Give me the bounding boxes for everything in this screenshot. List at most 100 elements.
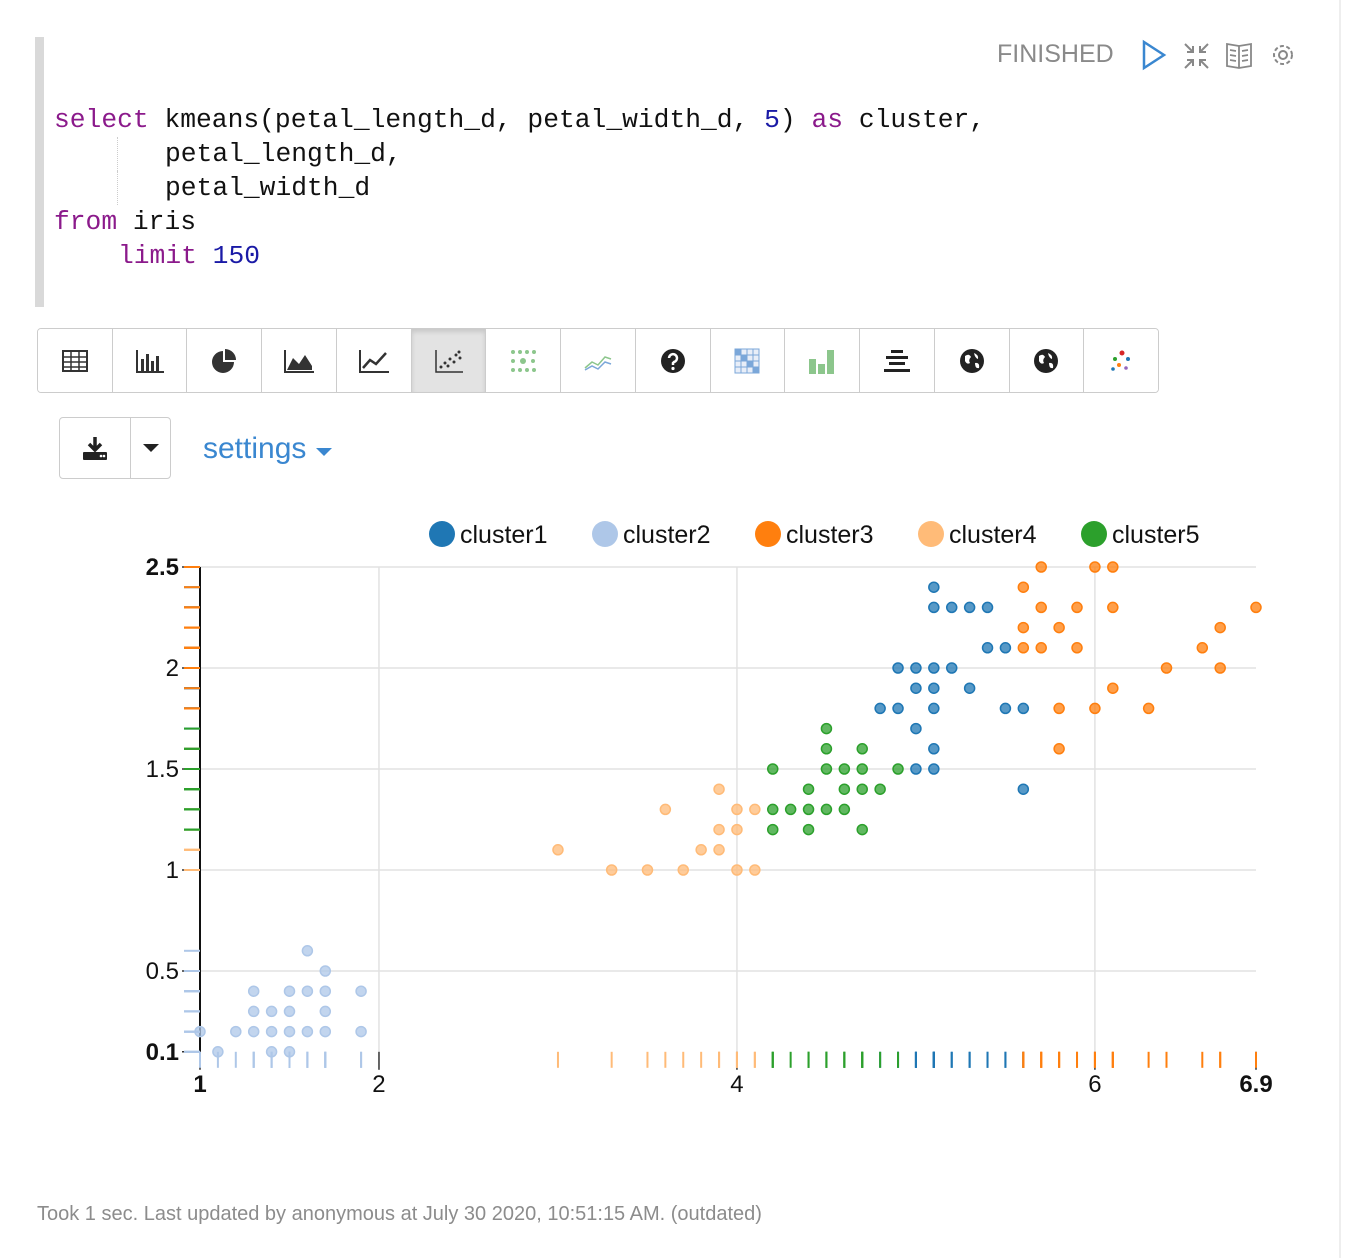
multi-line-button[interactable]: [561, 329, 636, 392]
legend-label: cluster5: [1112, 521, 1200, 549]
collapse-button[interactable]: [1184, 43, 1209, 69]
code-line: limit 150: [54, 239, 985, 273]
map-button[interactable]: [934, 329, 1010, 392]
pie-chart-button[interactable]: [187, 329, 263, 392]
map2-button[interactable]: [1009, 329, 1085, 392]
x-tick-label: 4: [730, 1071, 743, 1098]
legend-label: cluster2: [623, 521, 711, 549]
code-line: petal_length_d,: [117, 137, 985, 171]
settings-toggle[interactable]: settings: [203, 432, 333, 466]
y-tick-label: 2.5: [146, 554, 179, 581]
point: [910, 722, 922, 735]
help-button[interactable]: [635, 329, 711, 392]
paragraph-controls: [1142, 39, 1293, 71]
point: [820, 763, 833, 775]
point: [355, 985, 367, 997]
legend-label: cluster1: [460, 521, 548, 549]
point: [784, 803, 797, 816]
bar-chart-button[interactable]: [112, 329, 188, 392]
point: [910, 763, 922, 775]
code-token: ): [779, 105, 812, 135]
point: [247, 1025, 260, 1038]
point: [731, 803, 743, 816]
point: [910, 662, 922, 674]
code-token: 5: [764, 105, 780, 135]
legend-label: cluster3: [786, 521, 874, 549]
code-token: iris: [117, 207, 197, 237]
point: [981, 601, 994, 614]
area-chart-button[interactable]: [262, 329, 337, 392]
settings-button[interactable]: [1273, 45, 1293, 65]
x-tick-label: 6: [1088, 1071, 1101, 1098]
run-button[interactable]: [1142, 39, 1167, 71]
download-button[interactable]: [59, 417, 171, 479]
point: [928, 581, 940, 593]
point: [301, 985, 314, 997]
point: [230, 1025, 242, 1038]
point: [1089, 702, 1101, 715]
point: [731, 823, 743, 836]
point: [283, 1005, 296, 1018]
network-button[interactable]: [1084, 329, 1158, 392]
point: [552, 844, 564, 856]
point: [283, 1046, 296, 1058]
footer: Took 1 sec. Last updated by anonymous at…: [37, 1203, 762, 1225]
point: [892, 763, 904, 775]
code-line: from iris: [54, 205, 985, 239]
point: [605, 864, 618, 876]
download-icon: [60, 418, 131, 478]
point: [713, 783, 725, 795]
point: [659, 803, 672, 816]
point: [1107, 682, 1119, 694]
point: [874, 702, 886, 715]
point: [695, 844, 707, 856]
point: [1053, 621, 1065, 634]
point: [301, 1025, 314, 1038]
chart: 0.1 0.5 1 1.5 2 2.5 1 2 4 6 6.9 cluster1 cluster2 clu…: [146, 521, 1273, 1098]
legend-swatch: [755, 521, 781, 547]
paragraph-bar: [35, 37, 44, 307]
x-tick-label: 1: [193, 1071, 206, 1098]
point: [265, 1005, 278, 1018]
point: [319, 985, 332, 997]
point: [802, 823, 815, 836]
download-dropdown[interactable]: [131, 418, 170, 478]
x-tick-label: 2: [372, 1071, 385, 1098]
scatter-chart-button[interactable]: [411, 329, 487, 392]
point: [1107, 561, 1119, 573]
point: [731, 864, 743, 876]
column-button[interactable]: [785, 329, 861, 392]
code-token: 150: [196, 241, 261, 271]
code-token: from: [54, 207, 118, 237]
dots-chart-button[interactable]: [486, 329, 562, 392]
line-chart-button[interactable]: [336, 329, 412, 392]
point: [820, 743, 833, 755]
point: [766, 823, 779, 836]
book-button[interactable]: [1226, 42, 1252, 69]
point: [874, 783, 886, 795]
legend-swatch: [918, 521, 944, 547]
range-button[interactable]: [860, 329, 935, 392]
point: [838, 763, 851, 775]
point: [713, 844, 725, 856]
code-token: petal_width_d: [165, 173, 371, 203]
heatmap-button[interactable]: [710, 329, 786, 392]
visualization-toolbar: [37, 328, 1159, 393]
point: [1017, 783, 1030, 795]
point: [981, 642, 994, 654]
point: [945, 662, 958, 674]
point: [856, 763, 868, 775]
table-button[interactable]: [38, 329, 113, 392]
panel-border: [1339, 0, 1341, 1258]
y-tick-label: 0.1: [146, 1039, 179, 1066]
legend-label: cluster4: [949, 521, 1037, 549]
point: [212, 1046, 224, 1058]
settings-label[interactable]: settings: [203, 432, 307, 465]
point: [319, 1005, 332, 1018]
point: [319, 1025, 332, 1038]
code-token: as: [811, 105, 844, 135]
legend-swatch: [592, 521, 618, 547]
point: [1250, 601, 1262, 614]
code-editor[interactable]: select kmeans(petal_length_d, petal_widt…: [54, 103, 985, 273]
y-tick-label: 1: [166, 857, 179, 884]
